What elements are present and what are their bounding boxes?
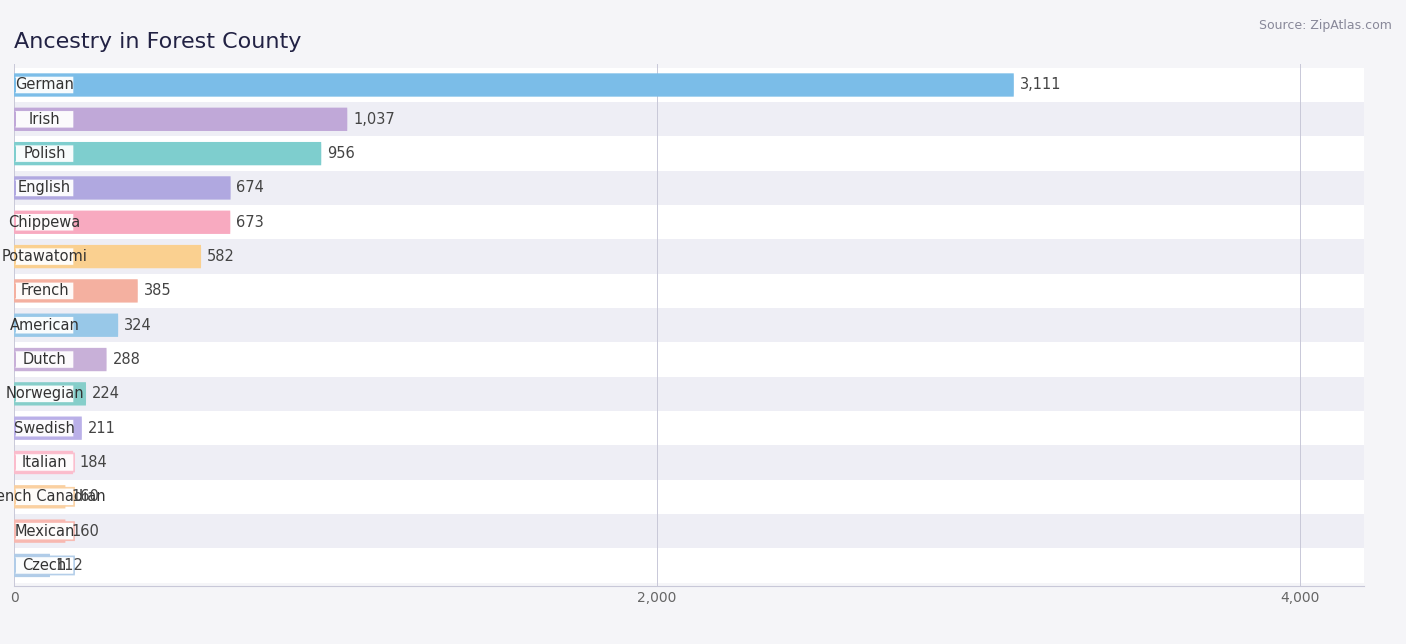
Text: 224: 224: [91, 386, 120, 401]
FancyBboxPatch shape: [14, 144, 75, 163]
FancyBboxPatch shape: [0, 548, 1379, 583]
FancyBboxPatch shape: [14, 488, 75, 506]
FancyBboxPatch shape: [14, 179, 75, 197]
FancyBboxPatch shape: [0, 240, 1379, 274]
FancyBboxPatch shape: [0, 446, 1379, 480]
FancyBboxPatch shape: [14, 213, 75, 231]
FancyBboxPatch shape: [14, 245, 201, 269]
Text: 3,111: 3,111: [1019, 77, 1062, 93]
FancyBboxPatch shape: [14, 247, 75, 266]
FancyBboxPatch shape: [14, 520, 66, 543]
FancyBboxPatch shape: [14, 211, 231, 234]
FancyBboxPatch shape: [14, 382, 86, 406]
Text: English: English: [18, 180, 72, 195]
FancyBboxPatch shape: [14, 76, 75, 94]
FancyBboxPatch shape: [14, 451, 73, 474]
Text: 674: 674: [236, 180, 264, 195]
Text: 1,037: 1,037: [353, 112, 395, 127]
FancyBboxPatch shape: [14, 522, 75, 540]
Text: Source: ZipAtlas.com: Source: ZipAtlas.com: [1258, 19, 1392, 32]
FancyBboxPatch shape: [14, 110, 75, 128]
Text: Dutch: Dutch: [22, 352, 66, 367]
Text: German: German: [15, 77, 75, 93]
Text: Irish: Irish: [28, 112, 60, 127]
Text: French: French: [20, 283, 69, 298]
FancyBboxPatch shape: [0, 377, 1379, 411]
FancyBboxPatch shape: [14, 314, 118, 337]
Text: 288: 288: [112, 352, 141, 367]
FancyBboxPatch shape: [0, 137, 1379, 171]
FancyBboxPatch shape: [0, 411, 1379, 446]
Text: 956: 956: [328, 146, 354, 161]
FancyBboxPatch shape: [14, 453, 75, 471]
FancyBboxPatch shape: [14, 108, 347, 131]
Text: Ancestry in Forest County: Ancestry in Forest County: [14, 32, 301, 52]
Text: French Canadian: French Canadian: [0, 489, 105, 504]
FancyBboxPatch shape: [14, 350, 75, 368]
Text: 582: 582: [207, 249, 235, 264]
FancyBboxPatch shape: [14, 73, 1014, 97]
FancyBboxPatch shape: [14, 282, 75, 300]
Text: 160: 160: [72, 524, 100, 538]
FancyBboxPatch shape: [14, 142, 322, 166]
Text: American: American: [10, 317, 79, 333]
FancyBboxPatch shape: [0, 68, 1379, 102]
Text: 211: 211: [87, 421, 115, 436]
FancyBboxPatch shape: [14, 176, 231, 200]
FancyBboxPatch shape: [0, 308, 1379, 343]
Text: 673: 673: [236, 214, 264, 230]
FancyBboxPatch shape: [14, 316, 75, 334]
FancyBboxPatch shape: [0, 343, 1379, 377]
Text: Polish: Polish: [24, 146, 66, 161]
FancyBboxPatch shape: [14, 348, 107, 371]
FancyBboxPatch shape: [14, 419, 75, 437]
Text: Norwegian: Norwegian: [6, 386, 84, 401]
FancyBboxPatch shape: [14, 417, 82, 440]
FancyBboxPatch shape: [0, 102, 1379, 137]
FancyBboxPatch shape: [14, 384, 75, 403]
FancyBboxPatch shape: [0, 514, 1379, 548]
Text: 184: 184: [79, 455, 107, 470]
Text: Mexican: Mexican: [14, 524, 75, 538]
Text: 324: 324: [124, 317, 152, 333]
FancyBboxPatch shape: [14, 554, 51, 577]
FancyBboxPatch shape: [0, 274, 1379, 308]
Text: Czech: Czech: [22, 558, 66, 573]
FancyBboxPatch shape: [14, 279, 138, 303]
FancyBboxPatch shape: [14, 556, 75, 574]
Text: Potawatomi: Potawatomi: [1, 249, 87, 264]
FancyBboxPatch shape: [14, 485, 66, 509]
Text: 385: 385: [143, 283, 172, 298]
Text: Italian: Italian: [21, 455, 67, 470]
Text: 112: 112: [56, 558, 84, 573]
FancyBboxPatch shape: [0, 205, 1379, 240]
Text: Chippewa: Chippewa: [8, 214, 80, 230]
FancyBboxPatch shape: [0, 171, 1379, 205]
Text: Swedish: Swedish: [14, 421, 75, 436]
FancyBboxPatch shape: [0, 480, 1379, 514]
Text: 160: 160: [72, 489, 100, 504]
